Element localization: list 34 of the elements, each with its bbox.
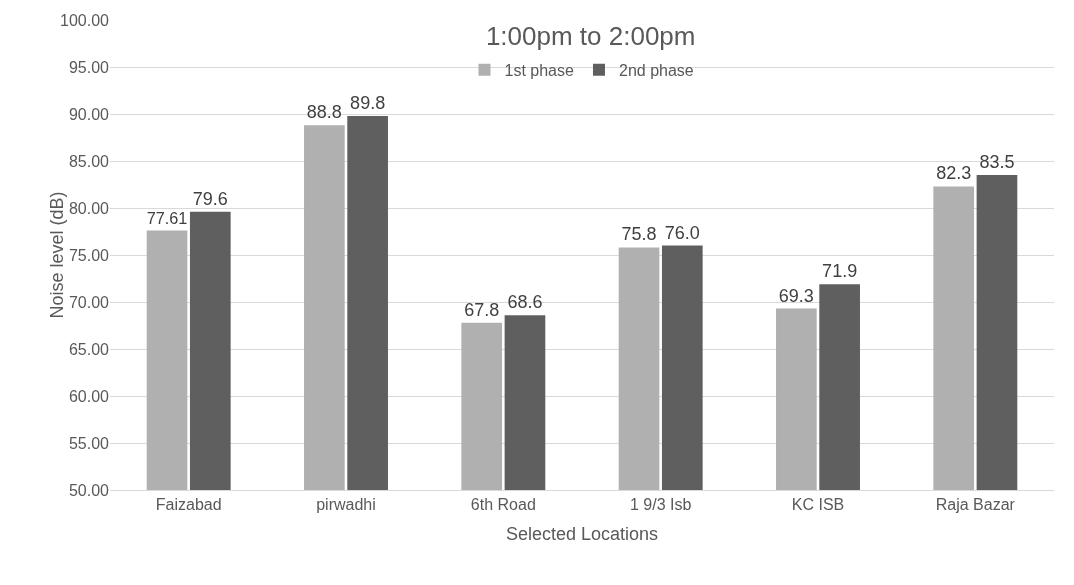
y-tick-label: 70.00 xyxy=(68,293,110,311)
y-tick-label: 80.00 xyxy=(68,199,110,217)
x-tick-label: pirwadhi xyxy=(316,496,376,514)
legend-label: 2nd phase xyxy=(618,62,694,80)
y-tick-label: 55.00 xyxy=(68,434,110,452)
y-tick-label: 65.00 xyxy=(68,340,110,358)
y-tick-label: 95.00 xyxy=(68,58,110,76)
x-axis-title: Selected Locations xyxy=(505,524,659,545)
legend-label: 1st phase xyxy=(504,62,574,80)
y-tick-label: 85.00 xyxy=(68,152,110,170)
data-label: 88.8 xyxy=(306,102,342,123)
x-tick-label: 6th Road xyxy=(470,496,536,514)
data-label: 67.8 xyxy=(464,299,500,320)
data-label: 71.9 xyxy=(822,261,858,282)
y-axis-title: Noise level (dB) xyxy=(46,191,67,319)
x-tick-label: KC ISB xyxy=(791,496,845,514)
data-label: 83.5 xyxy=(979,152,1015,173)
x-tick-label: Faizabad xyxy=(155,496,222,514)
y-tick-label: 75.00 xyxy=(68,246,110,264)
chart-title: 1:00pm to 2:00pm xyxy=(485,20,696,51)
x-tick-label: Raja Bazar xyxy=(935,496,1016,514)
data-label: 69.3 xyxy=(778,285,814,306)
y-tick-label: 90.00 xyxy=(68,105,110,123)
data-label: 68.6 xyxy=(507,292,543,313)
data-label: 75.8 xyxy=(621,224,657,245)
data-label: 82.3 xyxy=(936,163,972,184)
data-label: 76.0 xyxy=(664,222,700,243)
y-tick-label: 100.00 xyxy=(60,11,110,29)
x-tick-label: 1 9/3 Isb xyxy=(629,496,692,514)
y-tick-label: 50.00 xyxy=(68,481,110,499)
data-label: 77.61 xyxy=(146,208,188,227)
data-label: 89.8 xyxy=(350,92,386,113)
data-label: 79.6 xyxy=(192,188,228,209)
y-tick-label: 60.00 xyxy=(68,387,110,405)
